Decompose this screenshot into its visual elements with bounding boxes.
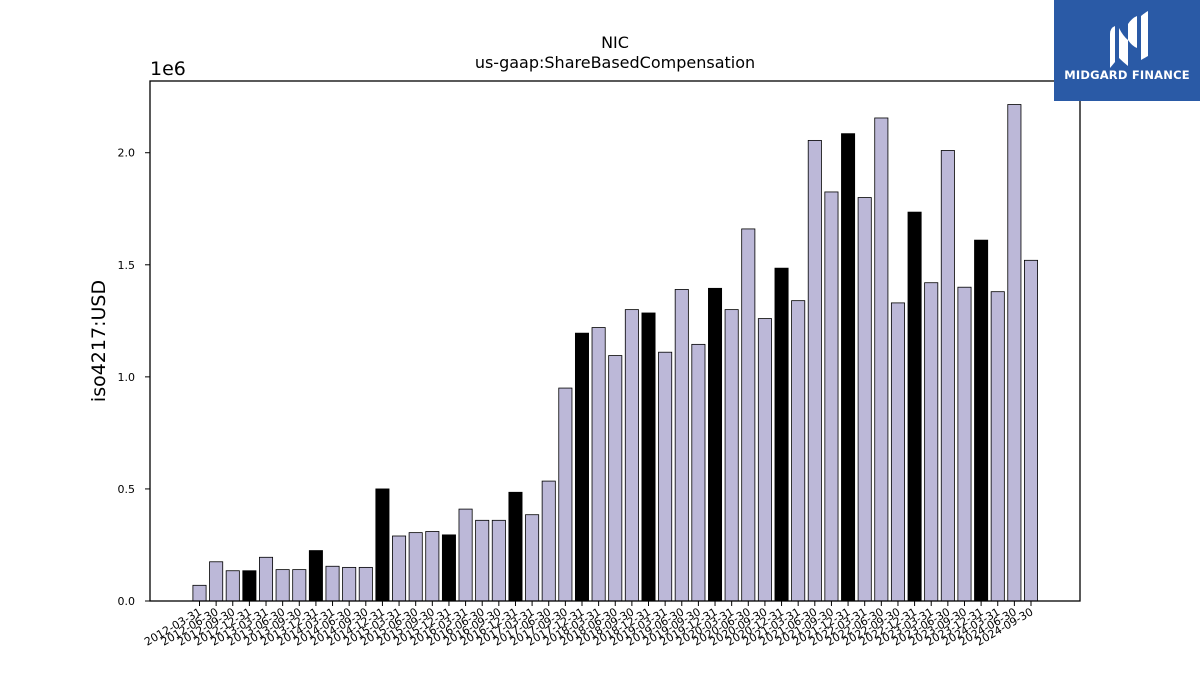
- bar-2017-03-31: [525, 514, 540, 602]
- bar-2023-09-30: [957, 286, 972, 602]
- bar-2024-09-30: [1024, 259, 1039, 602]
- bar-2019-12-31: [708, 287, 723, 602]
- bar-2017-06-30: [541, 480, 556, 602]
- bar-series: [192, 104, 1039, 602]
- bar-2015-09-30: [425, 531, 440, 602]
- y-tick-label: 0.0: [118, 595, 136, 608]
- bar-2017-09-30: [558, 387, 573, 602]
- bar-2014-03-31: [325, 565, 340, 602]
- bar-2013-03-31: [259, 556, 274, 602]
- bar-2020-03-31: [724, 309, 739, 602]
- x-axis-ticks: 2012-03-312012-06-302012-09-302012-12-31…: [142, 601, 1036, 649]
- bar-2023-06-30: [940, 150, 955, 602]
- chart-title: NIC: [601, 33, 629, 52]
- bar-2022-03-31: [857, 197, 872, 602]
- bar-2018-06-30: [608, 355, 623, 602]
- bar-2014-12-31: [375, 488, 390, 602]
- bar-2019-09-30: [691, 343, 706, 602]
- y-tick-label: 1.0: [118, 371, 136, 384]
- bar-2020-12-31: [774, 267, 789, 602]
- bar-2021-12-31: [841, 133, 856, 602]
- bar-2014-09-30: [358, 566, 373, 602]
- bar-2012-06-30: [209, 561, 224, 602]
- bar-2013-12-31: [308, 550, 323, 602]
- bar-2023-12-31: [974, 239, 989, 602]
- bar-2023-03-31: [924, 282, 939, 602]
- bar-2021-06-30: [807, 139, 822, 602]
- bar-2022-06-30: [874, 117, 889, 602]
- bar-2022-12-31: [907, 211, 922, 602]
- y-tick-label: 1.5: [118, 259, 136, 272]
- bar-2016-06-30: [475, 519, 490, 602]
- bar-2021-03-31: [791, 300, 806, 602]
- bar-2024-06-30: [1007, 104, 1022, 602]
- bar-2020-09-30: [757, 318, 772, 602]
- logo-text: MIDGARD FINANCE: [1064, 68, 1190, 82]
- bar-2014-06-30: [342, 566, 357, 602]
- bar-2015-06-30: [408, 532, 423, 602]
- bar-2021-09-30: [824, 191, 839, 602]
- y-axis-label: iso4217:USD: [88, 280, 110, 402]
- plot-frame: [149, 80, 1081, 602]
- bar-2016-12-31: [508, 491, 523, 602]
- bar-2018-12-31: [641, 312, 656, 602]
- midgard-finance-logo: MIDGARD FINANCE: [1054, 0, 1200, 101]
- y-offset-label: 1e6: [150, 58, 186, 80]
- bar-2020-06-30: [741, 228, 756, 602]
- bar-2017-12-31: [574, 332, 589, 602]
- bar-2024-03-31: [990, 291, 1005, 602]
- bar-2013-06-30: [275, 569, 290, 602]
- bar-2018-09-30: [624, 309, 639, 602]
- bar-2012-09-30: [225, 570, 240, 602]
- bar-2015-03-31: [392, 535, 407, 602]
- y-tick-label: 2.0: [118, 147, 136, 160]
- bar-2018-03-31: [591, 327, 606, 602]
- bar-2016-03-31: [458, 508, 473, 602]
- bar-2015-12-31: [441, 534, 456, 602]
- chart-subtitle: us-gaap:ShareBasedCompensation: [475, 53, 755, 72]
- midgard-logo-icon: [1110, 11, 1148, 68]
- bar-2019-06-30: [674, 289, 689, 602]
- y-tick-label: 0.5: [118, 483, 136, 496]
- bar-2016-09-30: [491, 519, 506, 602]
- bar-2013-09-30: [292, 569, 307, 602]
- bar-2022-09-30: [890, 302, 905, 602]
- bar-2012-03-31: [192, 584, 207, 602]
- bar-2012-12-31: [242, 570, 257, 602]
- bar-2019-03-31: [658, 351, 673, 602]
- y-axis-ticks: 0.0 0.5 1.0 1.5 2.0: [118, 147, 150, 608]
